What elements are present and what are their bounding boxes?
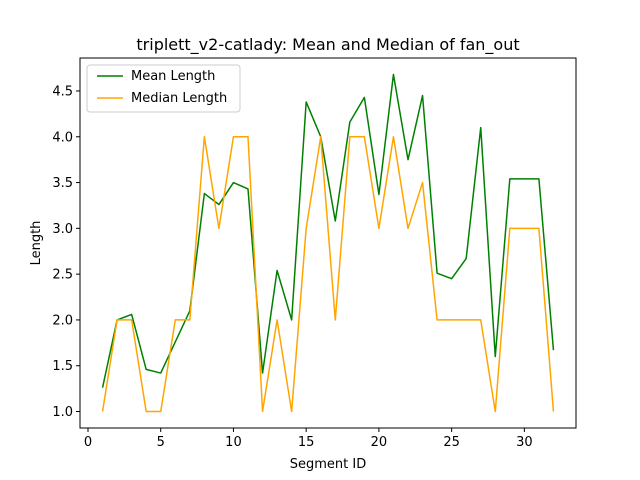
y-tick-label: 1.5 <box>52 359 73 374</box>
series-line-median <box>101 136 555 413</box>
x-tick-label: 0 <box>84 435 92 450</box>
plot-background <box>80 58 576 428</box>
y-tick-label: 3.5 <box>52 176 73 191</box>
legend-box <box>86 64 241 113</box>
x-tick-label: 5 <box>157 435 165 450</box>
plot-area <box>80 58 576 428</box>
x-tick-label: 30 <box>516 435 533 450</box>
y-axis-ticks: 1.0 1.5 2.0 2.5 3.0 3.5 4.0 4.5 <box>52 84 80 420</box>
y-tick-label: 4.5 <box>52 84 73 99</box>
y-tick-label: 2.0 <box>52 313 73 328</box>
x-tick-label: 25 <box>443 435 460 450</box>
chart-title: triplett_v2-catlady: Mean and Median of … <box>136 35 519 55</box>
y-tick-label: 3.0 <box>52 222 73 237</box>
x-tick-label: 10 <box>225 435 242 450</box>
x-axis-label: Segment ID <box>290 457 366 472</box>
series-line-mean <box>101 73 555 388</box>
x-tick-label: 20 <box>371 435 388 450</box>
x-axis-ticks: 0 5 10 15 20 25 30 <box>84 428 533 450</box>
plot-frame <box>79 57 577 429</box>
y-axis-label: Length <box>29 221 44 266</box>
legend-label-median: Median Length <box>131 91 227 106</box>
y-tick-label: 2.5 <box>52 268 73 283</box>
series-lines <box>101 73 555 413</box>
legend: Mean Length Median Length <box>86 64 241 113</box>
y-tick-label: 4.0 <box>52 130 73 145</box>
x-tick-label: 15 <box>298 435 315 450</box>
legend-label-mean: Mean Length <box>131 69 215 84</box>
y-tick-label: 1.0 <box>52 405 73 420</box>
